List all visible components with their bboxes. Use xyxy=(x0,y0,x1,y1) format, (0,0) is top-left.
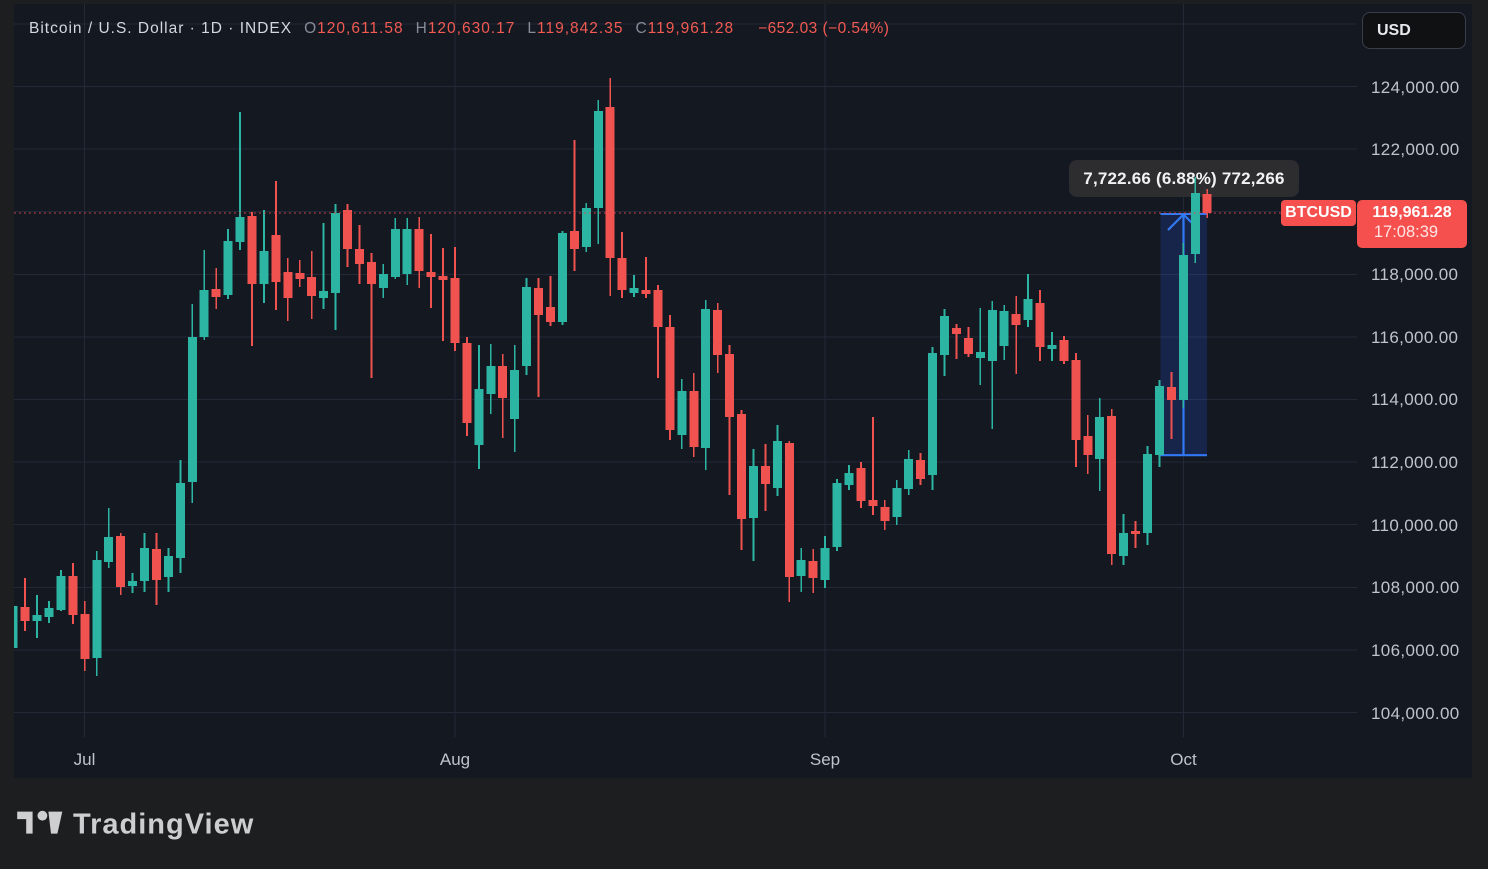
svg-text:TradingView: TradingView xyxy=(73,809,254,841)
